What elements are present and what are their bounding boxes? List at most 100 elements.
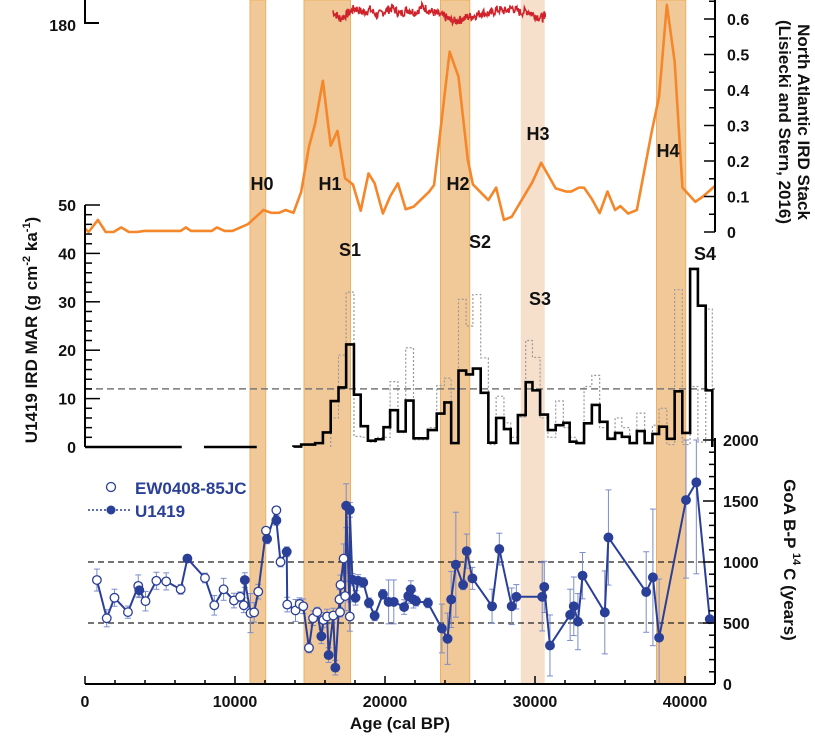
legend-label-u1419: U1419	[135, 502, 185, 521]
event-band-h3	[520, 0, 545, 684]
ew0408-point	[161, 576, 172, 587]
ew0408-point	[344, 611, 355, 622]
u1419-point	[182, 553, 193, 564]
u1419-point	[446, 594, 457, 605]
legend-filled-circle-icon	[106, 505, 116, 515]
ew0408-point	[340, 591, 351, 601]
u1419-point	[323, 650, 334, 661]
event-labels: H0 H1 H2 H3 H4 S1 S2 S3 S4	[250, 124, 716, 309]
bp-14c-tick-label: 500	[723, 616, 750, 633]
legend-open-circle-icon	[105, 481, 117, 493]
red-record-tick-label: 180	[49, 18, 76, 35]
ew0408-point	[271, 505, 282, 516]
ew0408-point	[175, 584, 186, 595]
ird-mar-tick-label: 30	[58, 295, 76, 312]
x-tick-label: 40000	[663, 694, 708, 711]
ird-stack-series	[84, 3, 716, 234]
u1419-point	[411, 596, 421, 607]
ew0408-point	[335, 579, 346, 590]
ew0408-point	[249, 607, 260, 618]
u1419-point	[134, 585, 145, 596]
event-label-s1: S1	[339, 240, 361, 260]
u1419-point	[458, 579, 469, 590]
ird-stack-axis-title-line1: North Atlantic IRD Stack	[794, 24, 813, 220]
u1419-point	[461, 546, 472, 557]
ew0408-point	[338, 553, 349, 564]
u1419-point	[239, 575, 250, 586]
ew0408-point	[109, 592, 120, 603]
u1419-point	[647, 572, 658, 583]
u1419-point	[572, 616, 583, 627]
ew0408-point	[282, 599, 293, 610]
ird-stack-tick-label: 0.4	[727, 83, 749, 100]
event-label-h3: H3	[526, 124, 549, 144]
u1419-point	[405, 584, 416, 595]
ird-mar-tick-label: 50	[58, 198, 76, 215]
u1419-point	[467, 573, 478, 584]
u1419-point	[565, 609, 576, 620]
event-label-h0: H0	[250, 174, 273, 194]
bp-14c-scatter	[88, 439, 715, 685]
ird-stack-axis-title-line2: (Lisiecki and Stern, 2016)	[775, 20, 794, 224]
bp-14c-tick-label: 1500	[723, 494, 759, 511]
ird-mar-axis-title: U1419 IRD MAR (g cm-2 ka-1)	[21, 217, 41, 443]
u1419-point	[364, 597, 374, 608]
ew0408-point	[140, 596, 151, 607]
u1419-point	[369, 610, 380, 621]
ird-mar-tick-label: 0	[67, 440, 76, 457]
u1419-point	[603, 532, 614, 543]
u1419-point	[691, 477, 702, 488]
ird-stack-tick-label: 0.3	[727, 119, 749, 136]
ew0408-point	[235, 591, 246, 602]
u1419-point	[388, 596, 399, 607]
bp-14c-axis-title: GoA B-P 14C (years)	[780, 479, 802, 641]
u1419-point	[704, 614, 715, 625]
x-tick-label: 20000	[363, 694, 408, 711]
u1419-point	[262, 533, 273, 544]
ird-stack-tick-label: 0.1	[727, 190, 749, 207]
bp-14c-tick-label: 2000	[723, 433, 759, 450]
event-label-h2: H2	[446, 174, 469, 194]
ew0408-point	[335, 607, 345, 618]
legend-label-ew0408: EW0408-85JC	[135, 479, 247, 498]
u1419-point	[281, 546, 292, 557]
u1419-point	[568, 601, 579, 612]
x-axis-title: Age (cal BP)	[350, 714, 450, 733]
bp-14c-tick-label: 0	[723, 677, 732, 694]
u1419-point	[641, 587, 652, 597]
u1419-point	[599, 607, 610, 618]
u1419-point	[450, 559, 461, 570]
event-label-s4: S4	[694, 244, 716, 264]
ird-stack-tick-label: 0.2	[727, 154, 749, 171]
u1419-point	[422, 597, 433, 608]
x-tick-label: 30000	[513, 694, 558, 711]
u1419-point	[330, 662, 341, 673]
u1419-point	[537, 591, 548, 602]
ird-mar-tick-label: 10	[58, 392, 76, 409]
u1419-point	[545, 640, 555, 651]
u1419-point	[511, 591, 522, 602]
event-label-h1: H1	[318, 174, 341, 194]
u1419-point	[271, 515, 282, 526]
ew0408-point	[101, 613, 112, 624]
ew0408-point	[151, 575, 162, 586]
u1419-point	[494, 544, 505, 555]
ew0408-point	[200, 573, 210, 583]
ew0408-point	[261, 525, 271, 536]
ew0408-point	[304, 642, 314, 653]
ird-mar-histogram	[85, 267, 715, 449]
ew0408-point	[275, 557, 286, 567]
bp-14c-connecting-line	[95, 479, 711, 668]
ew0408-point	[298, 601, 309, 612]
u1419-point	[344, 504, 355, 515]
event-label-s2: S2	[469, 232, 491, 252]
u1419-point	[399, 602, 410, 612]
event-label-h4: H4	[656, 141, 679, 161]
axes: 0 10000 20000 30000 4000000.10.20.30.40.50.6…	[49, 0, 759, 711]
ird-mar-step-line	[292, 267, 714, 448]
u1419-point	[436, 623, 447, 634]
event-band-h0	[249, 0, 267, 685]
ew0408-point	[253, 586, 264, 597]
ird-stack-tick-label: 0.6	[727, 12, 749, 29]
